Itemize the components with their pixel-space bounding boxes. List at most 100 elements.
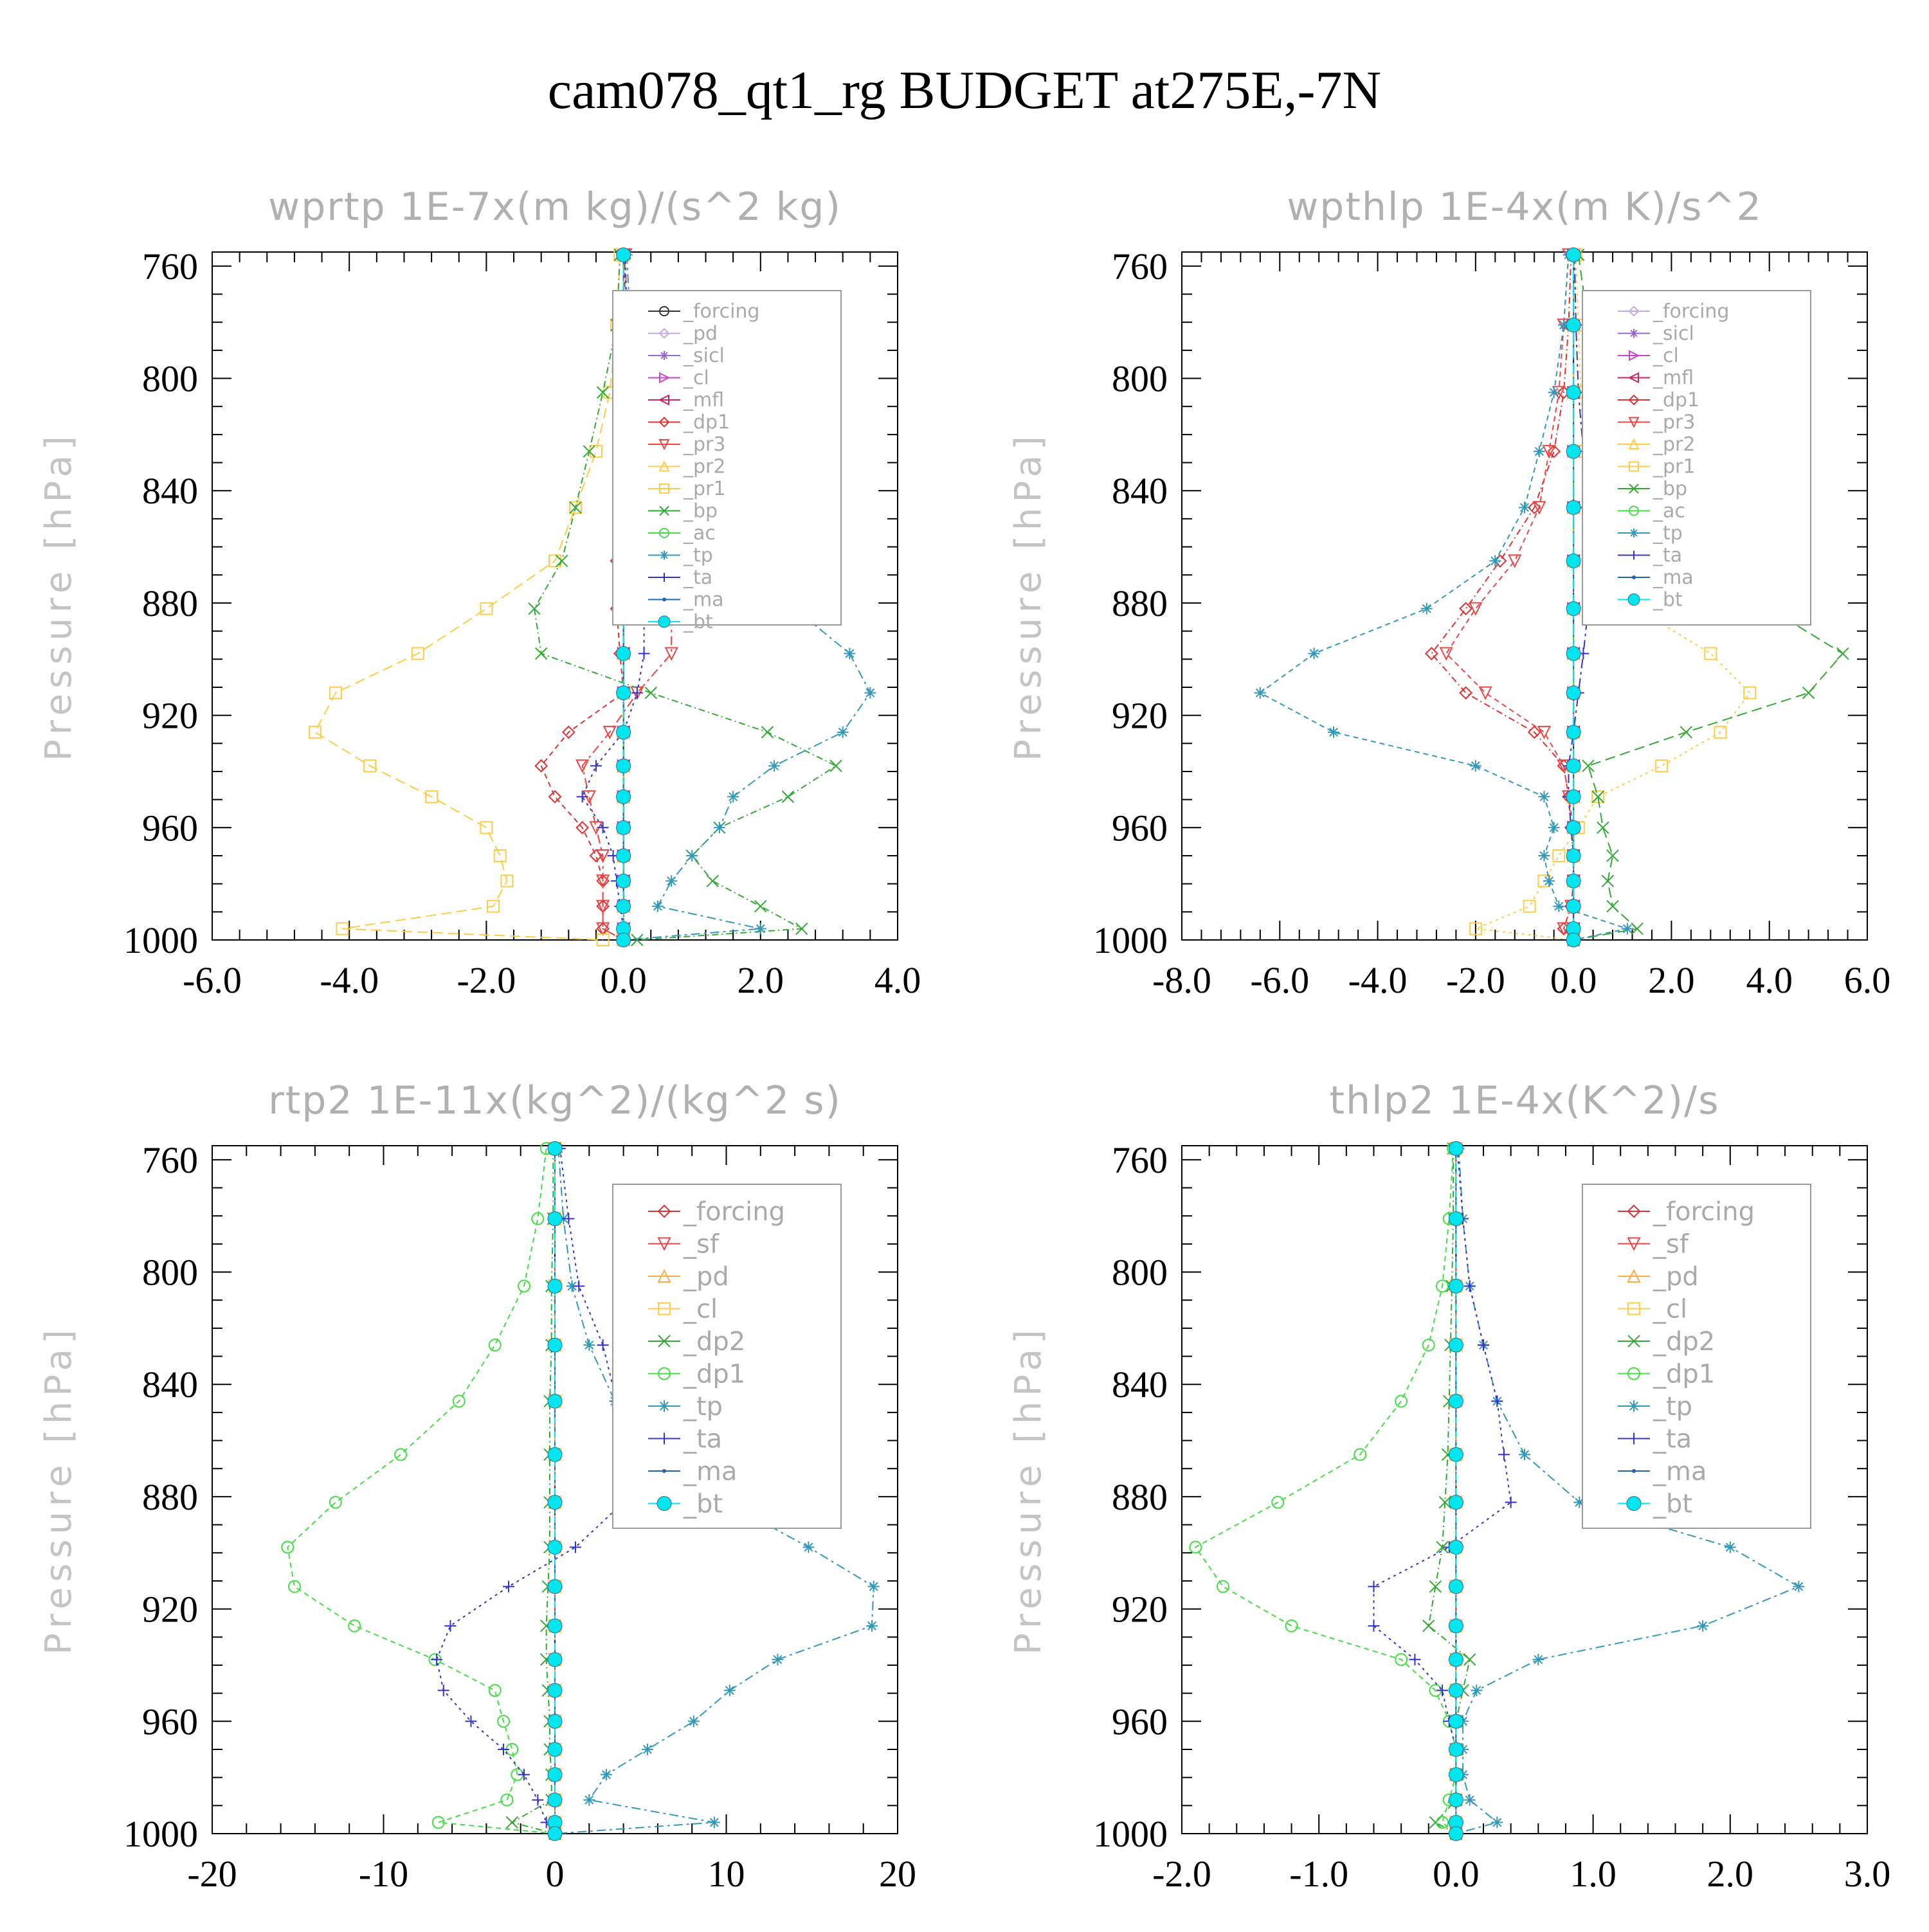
legend-label: _sicl [683, 345, 725, 367]
marker-asterisk [708, 1816, 720, 1828]
marker-plus [597, 822, 609, 834]
marker-square [596, 934, 610, 946]
legend-label: _forcing [1653, 300, 1729, 323]
x-tick-label: 10 [708, 1853, 745, 1895]
marker-filled-circle [547, 1826, 563, 1841]
legend-item: _tp [1618, 522, 1683, 545]
marker-asterisk [1629, 528, 1638, 537]
legend-label: _bt [683, 1490, 723, 1519]
page-title: cam078_qt1_rg BUDGET at275E,-7N [548, 60, 1381, 120]
marker-filled-circle [547, 1337, 563, 1353]
marker-circle [1189, 1540, 1202, 1554]
legend-label: _ma [1653, 566, 1694, 589]
marker-filled-circle [1566, 899, 1581, 914]
legend-label: _dp1 [683, 411, 730, 434]
legend-label: _ta [683, 566, 712, 589]
marker-triangle-down [1469, 602, 1483, 616]
x-tick-label: 2.0 [738, 959, 784, 1001]
marker-filled-circle [657, 1496, 672, 1511]
marker-filled-circle [1448, 1826, 1463, 1841]
marker-asterisk [1533, 446, 1545, 458]
marker-square [1704, 647, 1717, 660]
marker-filled-circle [547, 1393, 563, 1409]
marker-circle [531, 1212, 545, 1225]
marker-plus [631, 687, 643, 699]
legend-label: _pr2 [683, 456, 725, 478]
marker-asterisk [1538, 791, 1550, 803]
series-bt [1566, 247, 1581, 948]
legend-item: _bt [648, 611, 713, 633]
marker-asterisk [713, 822, 725, 834]
legend-label: _forcing [683, 300, 759, 323]
marker-circle [348, 1619, 361, 1632]
marker-square [411, 647, 424, 660]
y-tick-label: 920 [142, 695, 198, 737]
marker-circle [1395, 1653, 1408, 1666]
legend-item: _dp1 [1618, 1360, 1715, 1389]
marker-x [555, 554, 568, 568]
legend-item: _dp1 [648, 1360, 745, 1389]
marker-asterisk [1548, 386, 1560, 399]
x-tick-label: -4.0 [1348, 959, 1408, 1001]
marker-plus [1409, 1654, 1421, 1666]
marker-filled-circle [547, 1683, 563, 1698]
marker-diamond [1527, 501, 1541, 514]
marker-filled-circle [616, 899, 631, 914]
legend-item: _mfl [1618, 367, 1694, 390]
chart-panel-3: rtp2 1E-11x(kg^2)/(kg^2 s) Pressure [hPa]… [38, 1078, 916, 1895]
marker-square [589, 445, 602, 458]
series-tp [1254, 249, 1633, 946]
marker-circle [1422, 1339, 1435, 1352]
marker-plus [576, 791, 588, 803]
marker-asterisk [583, 1339, 595, 1351]
x-tick-label: -6.0 [1250, 959, 1309, 1001]
chart-title: rtp2 1E-11x(kg^2)/(kg^2 s) [268, 1078, 842, 1123]
legend-item: _pr3 [1618, 411, 1695, 434]
legend: _forcing_pd_sicl_cl_mfl_dp1_pr3_pr2_pr1_… [612, 290, 842, 633]
x-tick-label: -8.0 [1152, 959, 1211, 1001]
marker-filled-circle [616, 932, 631, 948]
marker-x [829, 759, 842, 772]
marker-diamond [548, 790, 562, 804]
marker-diamond [589, 849, 603, 863]
series-line [1258, 255, 1630, 941]
marker-plus [431, 1654, 443, 1666]
marker-circle [287, 1580, 301, 1593]
marker-filled-circle [1566, 873, 1581, 889]
marker-x [505, 1816, 519, 1829]
marker-asterisk [768, 760, 781, 772]
marker-filled-circle [1566, 758, 1581, 773]
marker-asterisk [1724, 1541, 1736, 1553]
legend-label: _mfl [683, 389, 724, 411]
marker-x [659, 505, 669, 516]
marker-x [1629, 483, 1639, 494]
marker-diamond [657, 1204, 671, 1218]
legend-item: _forcing [648, 300, 759, 323]
y-axis-label: Pressure [hPa] [1008, 431, 1049, 761]
marker-square [1743, 686, 1757, 700]
legend-label: _pr3 [1653, 411, 1695, 434]
marker-filled-circle [616, 789, 631, 804]
marker-filled-circle [1566, 789, 1581, 804]
marker-triangle-right [659, 372, 671, 384]
x-tick-label: 2.0 [1707, 1853, 1754, 1895]
legend-item: _ma [1618, 566, 1694, 589]
legend-item: _cl [648, 367, 709, 390]
legend-item: _forcing [1618, 300, 1729, 323]
marker-square [1629, 461, 1639, 472]
series-bt [547, 1141, 563, 1841]
marker-diamond [658, 328, 670, 339]
marker-plus [503, 1580, 515, 1593]
marker-plus [597, 1339, 609, 1351]
marker-star [1629, 329, 1638, 338]
legend-label: _pr1 [1653, 456, 1695, 478]
legend-label: _ac [1653, 500, 1685, 523]
legend-item: _dp2 [648, 1327, 745, 1357]
y-tick-label: 960 [142, 807, 198, 849]
legend-item: _pr1 [648, 478, 725, 500]
marker-square [480, 821, 493, 835]
marker-filled-circle [1448, 1652, 1463, 1667]
y-tick-label: 920 [1112, 1589, 1168, 1630]
legend-item: _cl [1618, 1295, 1687, 1324]
